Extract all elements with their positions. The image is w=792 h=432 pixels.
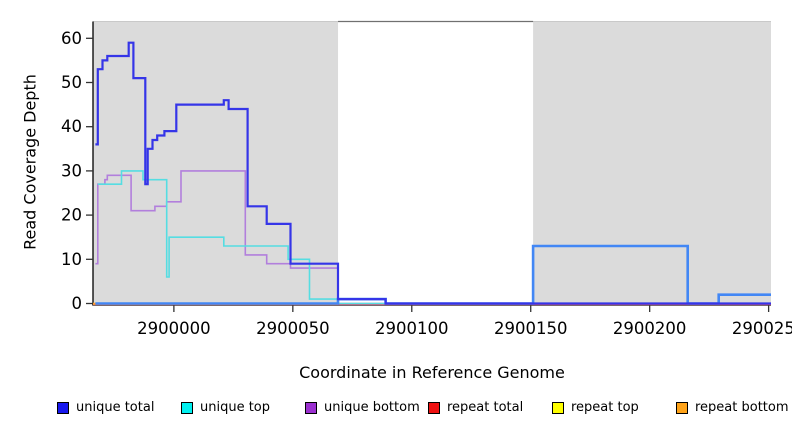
legend-swatch	[57, 402, 69, 414]
x-tick-label: 2900050	[256, 319, 330, 338]
legend-swatch	[181, 402, 193, 414]
series-unique-top	[97, 170, 771, 305]
legend-label: repeat total	[447, 400, 524, 415]
legend-label: unique bottom	[324, 400, 420, 415]
chart-svg: 2900000 2900050 2900100 2900150 2900200 29002…	[61, 20, 792, 338]
legend-label: unique total	[76, 400, 155, 415]
y-axis-label: Read Coverage Depth	[20, 74, 40, 250]
y-tick-label: 50	[61, 73, 82, 92]
legend-swatch	[552, 402, 564, 414]
legend-label: repeat top	[571, 400, 639, 415]
x-axis-label: Coordinate in Reference Genome	[299, 363, 565, 382]
legend-swatch	[305, 402, 317, 414]
legend-label: repeat bottom	[695, 400, 789, 415]
repeat-region-shade	[93, 21, 339, 305]
repeat-region-shade	[533, 21, 771, 305]
legend-swatch	[428, 402, 440, 414]
x-tick-label: 2900150	[494, 319, 568, 338]
legend-label: unique top	[200, 400, 271, 415]
legend: unique total unique top unique bottom repea…	[0, 399, 792, 425]
y-tick-label: 20	[61, 206, 82, 225]
legend-swatch	[676, 402, 688, 414]
x-tick-label: 2900100	[375, 319, 449, 338]
y-tick-label: 40	[61, 117, 82, 136]
x-tick-label: 2900200	[613, 319, 687, 338]
series-unique-total	[95, 41, 771, 305]
y-tick-label: 60	[61, 29, 82, 48]
y-tick-label: 30	[61, 161, 82, 180]
x-tick-label: 2900000	[137, 319, 211, 338]
y-tick-label: 0	[72, 294, 83, 313]
y-tick-label: 10	[61, 250, 82, 269]
